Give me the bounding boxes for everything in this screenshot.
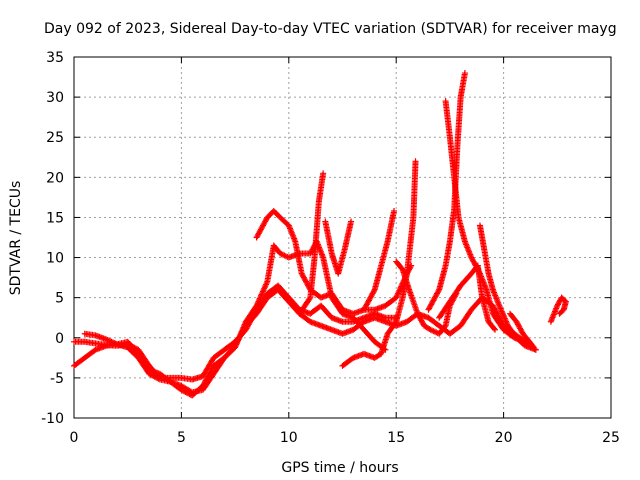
x-tick-label-0: 0 — [70, 430, 79, 446]
y-tick-label-2: 0 — [55, 331, 64, 347]
data-point — [441, 323, 448, 330]
series-track-n — [507, 310, 537, 351]
x-tick-label-2: 10 — [280, 430, 298, 446]
series-track-d — [253, 158, 419, 317]
series-track-m — [436, 262, 499, 333]
data-point — [557, 309, 564, 316]
data-point — [412, 158, 419, 165]
data-point — [104, 336, 111, 343]
data-point — [105, 337, 112, 344]
grid-lines — [74, 57, 611, 418]
data-point — [109, 339, 116, 346]
data-point — [461, 70, 468, 77]
y-tick-label-0: -10 — [41, 411, 64, 427]
plot-area — [71, 70, 569, 399]
series-track-o — [547, 294, 569, 325]
data-point — [408, 262, 415, 269]
data-point — [491, 325, 498, 332]
data-point — [107, 338, 114, 345]
tick-labels: 0 5 10 15 20 25 -10 -5 0 5 10 15 20 25 30 35 — [41, 50, 620, 446]
series-track-j — [425, 70, 468, 313]
data-point — [371, 287, 378, 294]
data-point — [435, 287, 442, 294]
data-point — [348, 218, 355, 225]
y-tick-label-6: 20 — [46, 170, 64, 186]
data-point — [530, 344, 537, 351]
y-tick-label-9: 35 — [46, 50, 64, 66]
data-point — [103, 336, 110, 343]
series-track-f — [322, 218, 355, 277]
data-point — [111, 339, 118, 346]
data-point — [556, 310, 563, 317]
data-point — [529, 343, 536, 350]
y-tick-label-7: 25 — [46, 130, 64, 146]
y-axis-label: SDTVAR / TECUs — [8, 181, 24, 296]
y-tick-label-4: 10 — [46, 251, 64, 267]
data-point — [320, 170, 327, 177]
y-tick-label-1: -5 — [50, 371, 64, 387]
series-track-k — [442, 98, 529, 345]
data-point — [492, 326, 499, 333]
x-tick-label-3: 15 — [387, 430, 405, 446]
plot-border — [73, 56, 612, 419]
series-track-h — [360, 208, 398, 313]
x-tick-label-4: 20 — [495, 430, 513, 446]
data-point — [306, 295, 313, 302]
data-point — [108, 338, 115, 345]
data-point — [392, 319, 399, 326]
y-tick-label-8: 30 — [46, 90, 64, 106]
x-tick-label-5: 25 — [602, 430, 620, 446]
x-axis-label: GPS time / hours — [281, 460, 398, 476]
y-tick-label-5: 15 — [46, 210, 64, 226]
chart-title: Day 092 of 2023, Sidereal Day-to-day VTE… — [44, 21, 617, 37]
data-point — [112, 340, 119, 347]
axes — [73, 56, 612, 419]
x-tick-label-1: 5 — [177, 430, 186, 446]
data-point — [391, 208, 398, 215]
series-track-e — [296, 170, 327, 317]
y-tick-label-3: 5 — [55, 291, 64, 307]
data-point — [407, 263, 414, 270]
data-point — [155, 375, 162, 382]
